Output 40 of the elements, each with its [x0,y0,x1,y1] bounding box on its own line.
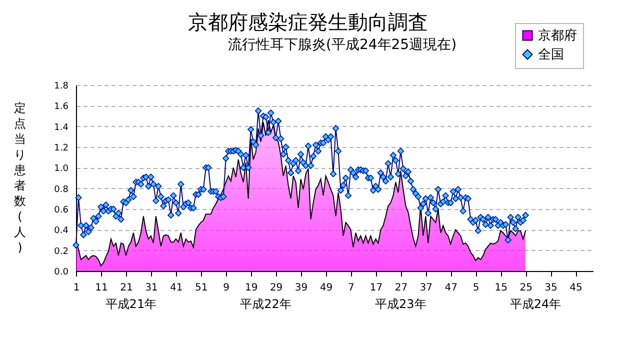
y-tick-label: 0.6 [54,206,69,216]
text: 平成21年 [105,297,157,311]
x-tick-label: 17 [370,282,383,294]
x-tick-label: 41 [170,282,183,294]
x-tick-label: 37 [420,282,433,294]
y-tick-label: 0.2 [54,246,68,257]
x-tick-label: 25 [520,282,532,294]
x-tick-label: 11 [95,282,108,294]
y-tick-label: 0.4 [54,226,69,236]
chart-title: 京都府感染症発生動向調査 [188,10,428,34]
x-tick-label: 9 [223,282,230,294]
y-tick-label: 1.6 [54,102,69,112]
y-tick-label: 1.4 [54,122,69,133]
legend-label: 京都府 [538,28,577,44]
text: 平成22年 [240,297,292,311]
y-tick-label: 1.2 [54,144,68,154]
y-tick-label: 1.0 [54,164,69,174]
x-tick-label: 19 [244,282,258,294]
text: 平成24年 [510,297,562,311]
y-tick-label: 0.0 [54,268,69,278]
x-tick-label: 49 [320,282,333,294]
legend-label: 全国 [538,48,564,62]
x-tick-label: 15 [494,282,508,294]
x-tick-label: 21 [120,282,133,294]
text: 平成23年 [375,297,426,311]
text: 定点当り患者数(人) [14,101,26,254]
x-tick-label: 47 [444,282,458,294]
chart-subtitle: 流行性耳下腺炎(平成24年25週現在) [228,37,457,53]
x-tick-label: 45 [570,282,582,294]
x-tick-label: 39 [294,282,308,294]
x-tick-label: 27 [394,282,408,294]
y-tick-label: 1.8 [54,82,69,92]
x-tick-label: 29 [270,282,283,294]
x-tick-label: 7 [348,282,354,294]
x-tick-label: 51 [195,282,208,294]
x-tick-label: 35 [544,282,558,294]
x-tick-label: 31 [145,282,158,294]
y-tick-label: 0.8 [54,184,69,195]
x-tick-label: 1 [73,282,80,294]
x-tick-label: 5 [472,282,480,294]
